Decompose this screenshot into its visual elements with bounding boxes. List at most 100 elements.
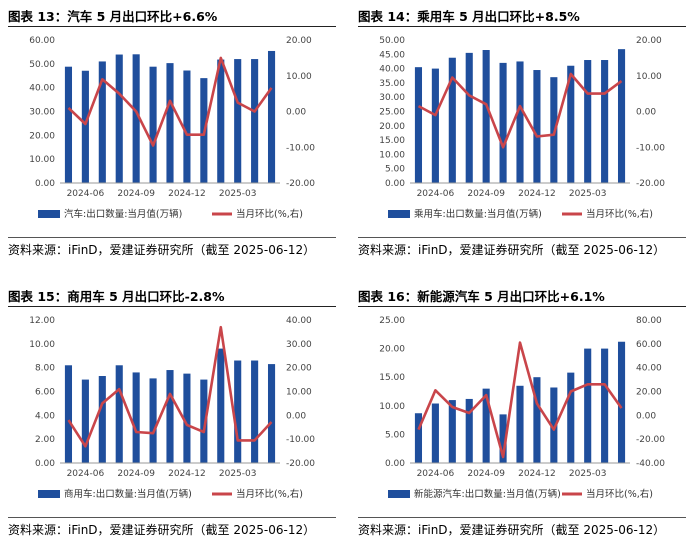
title-rule (358, 306, 686, 307)
y-right-tick-label: 10.00 (636, 72, 662, 82)
bar (499, 62, 507, 183)
y-right-tick-label: 20.00 (286, 364, 312, 374)
y-left-tick-label: 25.00 (379, 316, 405, 326)
x-tick-label: 2024-12 (518, 469, 556, 479)
legend-bar-swatch (388, 210, 410, 218)
y-left-tick-label: 35.00 (379, 79, 405, 89)
title-rule (8, 26, 336, 27)
bar (533, 377, 541, 463)
bar (132, 54, 140, 183)
bar (482, 388, 490, 463)
source-rule (358, 237, 686, 238)
legend-line-label: 当月环比(%,右) (236, 208, 303, 220)
bar (149, 66, 157, 183)
bar (81, 70, 89, 183)
chart-panel-14: 图表 14：乘用车 5 月出口环比+8.5% 0.00 5.00 10.00 15.0… (350, 0, 690, 260)
y-right-tick-label: -20.00 (286, 179, 315, 189)
mom-line (67, 56, 273, 147)
chart-15: 0.00 2.00 4.00 6.00 8.00 10.00 12.00 -20.00 -10.… (29, 316, 315, 500)
bar (251, 360, 259, 463)
y-left-tick-label: 10.00 (379, 402, 405, 412)
bar (98, 376, 106, 463)
y-left-tick-label: 6.00 (35, 388, 55, 398)
bar (414, 67, 423, 183)
bar (482, 50, 490, 183)
source-rule (8, 517, 336, 518)
bar (166, 63, 174, 183)
bar (267, 364, 276, 463)
y-left-tick-label: 0.00 (35, 179, 55, 189)
chart-panel-16: 图表 16：新能源汽车 5 月出口环比+6.1% 0.00 5.00 10.00 15… (350, 280, 690, 540)
bar (183, 373, 191, 463)
mom-line (417, 341, 623, 459)
y-right-tick-label: -20.00 (286, 459, 315, 469)
y-right-tick-label: 0.00 (286, 411, 306, 421)
bar (567, 65, 575, 183)
source-rule (8, 237, 336, 238)
chart-16: 0.00 5.00 10.00 15.00 20.00 25.00 -40.00 -20.00… (379, 316, 665, 500)
bar (617, 49, 626, 183)
y-right-tick-label: -10.00 (286, 143, 315, 153)
y-left-tick-label: 10.00 (379, 150, 405, 160)
x-tick-label: 2024-06 (67, 189, 105, 199)
mom-line (67, 325, 273, 448)
x-tick-label: 2025-03 (569, 469, 607, 479)
x-tick-label: 2024-06 (417, 469, 455, 479)
bar (465, 52, 473, 184)
chart-13: 0.00 10.00 20.00 30.00 40.00 50.00 60.00 -20.00… (29, 36, 315, 220)
bar (81, 379, 89, 463)
legend-bar-label: 汽车:出口数量:当月值(万辆) (64, 208, 182, 220)
bar (584, 348, 592, 463)
y-right-tick-label: 20.00 (286, 36, 312, 46)
y-left-tick-label: 2.00 (35, 435, 55, 445)
bar (132, 372, 140, 463)
mom-line (417, 72, 623, 149)
y-left-tick-label: 25.00 (379, 108, 405, 118)
y-right-tick-label: 0.00 (286, 108, 306, 118)
bar (499, 414, 507, 463)
x-tick-label: 2024-09 (467, 469, 505, 479)
legend-bar-swatch (388, 490, 410, 498)
legend-line-label: 当月环比(%,右) (236, 488, 303, 500)
bar (584, 60, 592, 183)
y-right-tick-label: 40.00 (636, 364, 662, 374)
y-right-tick-label: -40.00 (636, 459, 665, 469)
y-right-tick-label: -20.00 (636, 435, 665, 445)
chart-title: 图表 13：汽车 5 月出口环比+6.6% (8, 9, 218, 24)
bar (115, 54, 123, 184)
bar (115, 365, 123, 463)
legend-bar-label: 乘用车:出口数量:当月值(万辆) (414, 208, 542, 220)
bar (567, 372, 575, 463)
bar (200, 379, 208, 463)
bar (234, 59, 242, 183)
x-tick-label: 2025-03 (219, 189, 257, 199)
chart-panel-13: 图表 13：汽车 5 月出口环比+6.6% 0.00 10.00 20.00 30.0… (0, 0, 340, 260)
legend-line-label: 当月环比(%,右) (586, 208, 653, 220)
legend-bar-swatch (38, 490, 60, 498)
bar (431, 403, 439, 463)
y-left-tick-label: 40.00 (29, 84, 55, 94)
x-tick-label: 2024-09 (117, 189, 155, 199)
y-left-tick-label: 15.00 (379, 373, 405, 383)
y-left-tick-label: 30.00 (379, 93, 405, 103)
bar (234, 360, 242, 463)
y-right-tick-label: 60.00 (636, 340, 662, 350)
bar (431, 68, 439, 183)
y-left-tick-label: 20.00 (379, 345, 405, 355)
x-tick-label: 2024-06 (417, 189, 455, 199)
source-note: 资料来源：iFinD，爱建证券研究所（截至 2025-06-12） (358, 523, 666, 537)
y-right-tick-label: 40.00 (286, 316, 312, 326)
chart-14: 0.00 5.00 10.00 15.00 20.00 25.00 30.00 35.00 40… (379, 36, 665, 220)
y-left-tick-label: 4.00 (35, 411, 55, 421)
x-tick-label: 2024-09 (117, 469, 155, 479)
y-left-tick-label: 45.00 (379, 50, 405, 60)
legend-line-label: 当月环比(%,右) (586, 488, 653, 500)
chart-title: 图表 14：乘用车 5 月出口环比+8.5% (358, 9, 580, 24)
y-left-tick-label: 30.00 (29, 108, 55, 118)
x-tick-label: 2024-12 (168, 469, 206, 479)
y-left-tick-label: 40.00 (379, 65, 405, 75)
bar (217, 59, 225, 183)
y-left-tick-label: 10.00 (29, 155, 55, 165)
x-tick-label: 2024-12 (518, 189, 556, 199)
y-right-tick-label: 0.00 (636, 108, 656, 118)
